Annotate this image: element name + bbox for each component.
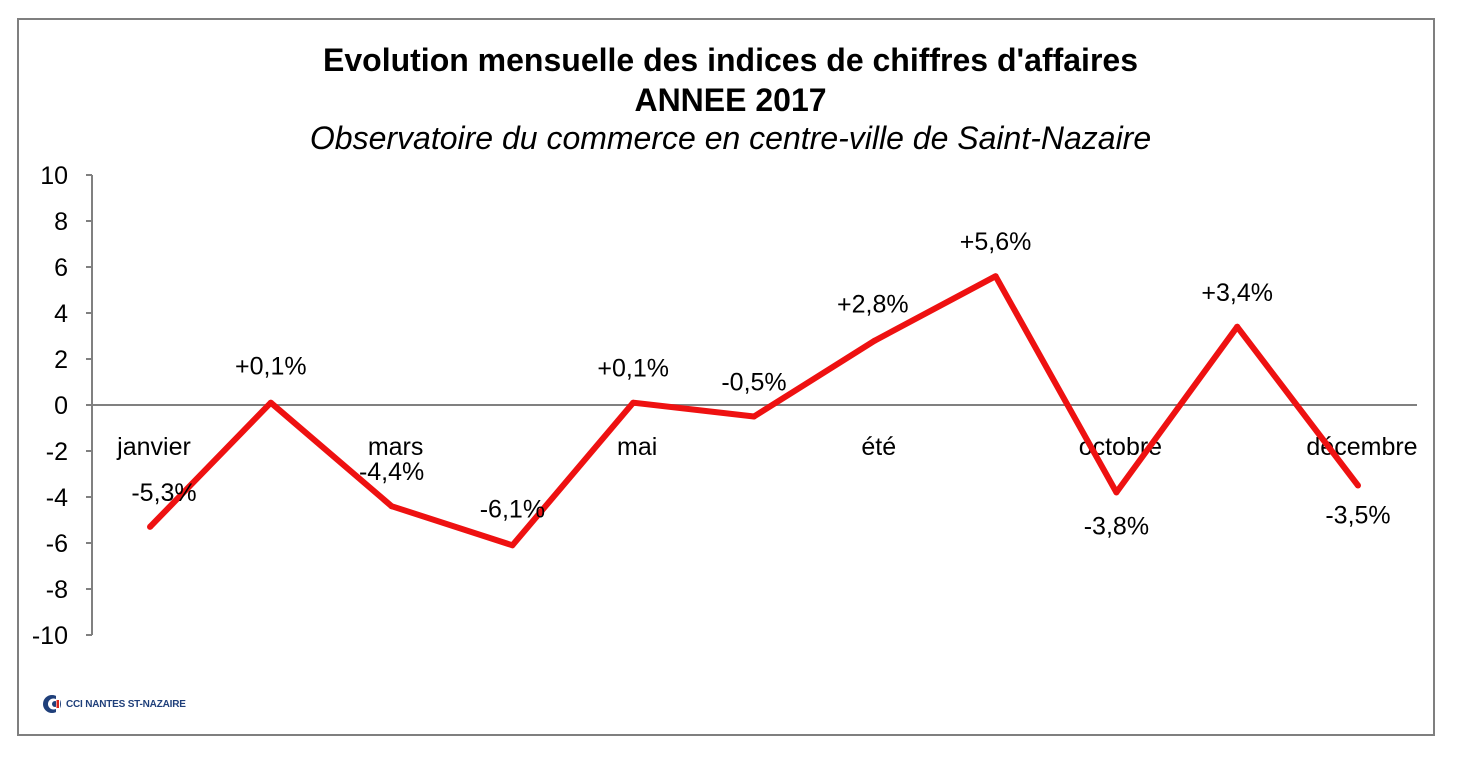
y-tick-label: -4 [46, 484, 68, 512]
chart-year: ANNEE 2017 [634, 82, 827, 118]
data-label: -3,5% [1325, 502, 1390, 530]
data-label: +3,4% [1201, 279, 1273, 307]
data-label: +0,1% [235, 353, 307, 381]
y-tick-label: 8 [54, 208, 68, 236]
x-category-label: mai [617, 433, 657, 461]
data-point [751, 413, 757, 420]
data-point [388, 503, 395, 510]
x-category-label: janvier [116, 433, 191, 461]
data-label: -5,3% [131, 479, 196, 507]
y-tick-label: 10 [40, 162, 68, 190]
data-point [1234, 323, 1241, 330]
data-point [509, 542, 516, 549]
y-tick-label: -10 [32, 622, 68, 650]
x-category-label: mars [368, 433, 424, 461]
data-point [871, 337, 878, 344]
data-label: +2,8% [837, 291, 909, 319]
cci-logo-icon [42, 694, 62, 714]
x-category-label: été [861, 433, 896, 461]
y-tick-label: -6 [46, 530, 68, 558]
y-tick-label: 0 [54, 392, 68, 420]
chart-title: Evolution mensuelle des indices de chiff… [323, 42, 1138, 78]
y-tick-label: -2 [46, 438, 68, 466]
data-label: -6,1% [480, 495, 545, 523]
data-point [1113, 489, 1120, 496]
data-label: -0,5% [721, 369, 786, 397]
data-point [267, 399, 274, 406]
chart-subtitle: Observatoire du commerce en centre-ville… [309, 120, 1152, 156]
y-tick-label: 6 [54, 254, 68, 282]
series-line [147, 273, 1361, 549]
data-label: +5,6% [960, 228, 1032, 256]
data-label: -4,4% [359, 458, 424, 486]
data-point [992, 273, 999, 280]
y-tick-label: -8 [46, 576, 68, 604]
y-tick-label: 2 [54, 346, 68, 374]
data-label: -3,8% [1084, 512, 1149, 540]
y-tick-label: 4 [54, 300, 68, 328]
data-point [147, 523, 153, 530]
data-point [1355, 482, 1361, 489]
cci-logo: CCI NANTES ST-NAZAIRE [42, 694, 186, 714]
cci-logo-text: CCI NANTES ST-NAZAIRE [66, 698, 186, 710]
data-label: +0,1% [597, 355, 669, 383]
data-point [630, 399, 637, 406]
